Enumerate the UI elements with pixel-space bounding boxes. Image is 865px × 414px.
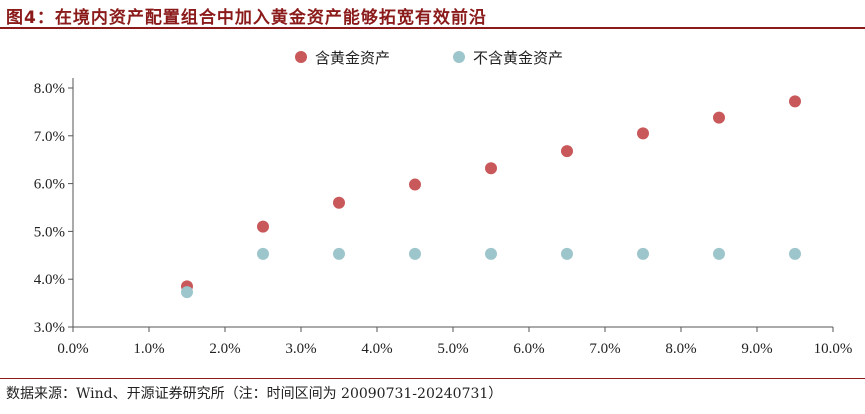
data-point: [257, 247, 269, 260]
chart-marks: [181, 95, 801, 299]
legend-label: 不含黄金资产: [473, 49, 563, 67]
data-point: [713, 111, 725, 124]
y-tick-label: 7.0%: [34, 129, 65, 145]
scatter-chart: 含黄金资产 不含黄金资产 3.0% 4.0% 5.0% 6.0% 7.0% 8.0% 0.0%…: [34, 49, 853, 357]
y-tick-label: 8.0%: [34, 81, 65, 97]
source-note: 数据来源：Wind、开源证券研究所（注：时间区间为 20090731-20240…: [6, 386, 503, 402]
title-divider: [0, 27, 865, 29]
x-tick-label: 1.0%: [133, 341, 164, 357]
data-point: [789, 247, 801, 260]
y-tick-label: 4.0%: [34, 272, 65, 288]
x-tick-label: 3.0%: [285, 341, 316, 357]
axes: 3.0% 4.0% 5.0% 6.0% 7.0% 8.0% 0.0% 1.0% 2.0% 3.0%…: [34, 78, 853, 357]
x-tick-label: 6.0%: [513, 341, 544, 357]
x-tick-label: 0.0%: [57, 341, 88, 357]
legend-marker: [453, 51, 465, 63]
chart-title: 图4：在境内资产配置组合中加入黄金资产能够拓宽有效前沿: [6, 8, 487, 28]
legend-label: 含黄金资产: [315, 49, 390, 67]
y-tick-label: 5.0%: [34, 224, 65, 240]
data-point: [637, 127, 649, 140]
x-tick-label: 7.0%: [589, 341, 620, 357]
data-point: [561, 145, 573, 158]
data-point: [713, 247, 725, 260]
series-1: [181, 95, 801, 293]
data-point: [257, 220, 269, 233]
x-tick-label: 4.0%: [361, 341, 392, 357]
legend-marker: [295, 51, 307, 63]
x-tick-label: 8.0%: [665, 341, 696, 357]
y-tick-label: 3.0%: [34, 320, 65, 336]
series-2: [181, 247, 801, 299]
data-point: [789, 95, 801, 108]
x-tick-label: 9.0%: [741, 341, 772, 357]
footer-divider: [0, 378, 865, 379]
data-point: [333, 247, 345, 260]
data-point: [181, 286, 193, 299]
data-point: [485, 247, 497, 260]
data-point: [637, 247, 649, 260]
y-tick-label: 6.0%: [34, 177, 65, 193]
x-tick-label: 10.0%: [814, 341, 853, 357]
x-tick-label: 5.0%: [437, 341, 468, 357]
data-point: [333, 196, 345, 209]
legend: 含黄金资产 不含黄金资产: [295, 49, 563, 67]
x-tick-label: 2.0%: [209, 341, 240, 357]
data-point: [409, 178, 421, 191]
data-point: [561, 247, 573, 260]
data-point: [409, 247, 421, 260]
data-point: [485, 162, 497, 175]
